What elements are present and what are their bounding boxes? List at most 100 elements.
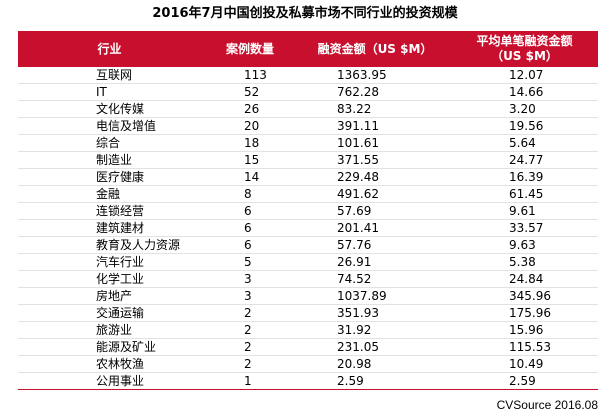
cell-amount: 57.76 — [299, 236, 451, 255]
table-row: 交通运输 2 351.93 175.96 — [18, 304, 598, 323]
cell-cases: 3 — [201, 270, 299, 289]
source-note: CVSource 2016.08 — [496, 398, 598, 412]
table-row: 能源及矿业 2 231.05 115.53 — [18, 338, 598, 357]
table-row: 电信及增值 20 391.11 19.56 — [18, 117, 598, 136]
cell-cases: 3 — [201, 287, 299, 306]
cell-cases: 2 — [201, 355, 299, 374]
cell-amount: 1037.89 — [299, 287, 451, 306]
cell-cases: 15 — [201, 151, 299, 170]
cell-cases: 6 — [201, 202, 299, 221]
cell-amount: 2.59 — [299, 372, 451, 391]
cell-industry: 房地产 — [18, 287, 201, 306]
cell-amount: 83.22 — [299, 100, 451, 119]
cell-amount: 762.28 — [299, 83, 451, 102]
cell-average: 19.56 — [451, 117, 598, 136]
table-row: IT 52 762.28 14.66 — [18, 83, 598, 102]
cell-cases: 6 — [201, 236, 299, 255]
cell-amount: 231.05 — [299, 338, 451, 357]
table-row: 化学工业 3 74.52 24.84 — [18, 270, 598, 289]
cell-average: 175.96 — [451, 304, 598, 323]
cell-cases: 8 — [201, 185, 299, 204]
cell-amount: 20.98 — [299, 355, 451, 374]
cell-amount: 74.52 — [299, 270, 451, 289]
cell-industry: 金融 — [18, 185, 201, 204]
table-row: 汽车行业 5 26.91 5.38 — [18, 253, 598, 272]
header-industry: 行业 — [97, 41, 122, 56]
cell-industry: 互联网 — [18, 67, 201, 85]
cell-cases: 6 — [201, 219, 299, 238]
cell-industry: 旅游业 — [18, 321, 201, 340]
cell-industry: 电信及增值 — [18, 117, 201, 136]
header-amount: 融资金额（US $M） — [317, 41, 433, 56]
cell-cases: 14 — [201, 168, 299, 187]
cell-amount: 371.55 — [299, 151, 451, 170]
cell-industry: 综合 — [18, 134, 201, 153]
cell-average: 115.53 — [451, 338, 598, 357]
cell-cases: 18 — [201, 134, 299, 153]
cell-average: 9.63 — [451, 236, 598, 255]
table-row: 连锁经营 6 57.69 9.61 — [18, 202, 598, 221]
cell-amount: 491.62 — [299, 185, 451, 204]
cell-average: 9.61 — [451, 202, 598, 221]
cell-amount: 1363.95 — [299, 67, 451, 85]
cell-amount: 391.11 — [299, 117, 451, 136]
table-row: 房地产 3 1037.89 345.96 — [18, 287, 598, 306]
cell-industry: 能源及矿业 — [18, 338, 201, 357]
cell-amount: 57.69 — [299, 202, 451, 221]
table-body: 互联网 113 1363.95 12.07 IT 52 762.28 14.66 文化传媒 26 8… — [18, 67, 598, 391]
table-row: 文化传媒 26 83.22 3.20 — [18, 100, 598, 119]
cell-cases: 5 — [201, 253, 299, 272]
cell-industry: 文化传媒 — [18, 100, 201, 119]
table-row: 建筑建材 6 201.41 33.57 — [18, 219, 598, 238]
cell-average: 14.66 — [451, 83, 598, 102]
table-row: 旅游业 2 31.92 15.96 — [18, 321, 598, 340]
cell-cases: 20 — [201, 117, 299, 136]
cell-average: 61.45 — [451, 185, 598, 204]
table-row: 教育及人力资源 6 57.76 9.63 — [18, 236, 598, 255]
cell-average: 345.96 — [451, 287, 598, 306]
cell-industry: 连锁经营 — [18, 202, 201, 221]
cell-average: 24.84 — [451, 270, 598, 289]
table-row: 综合 18 101.61 5.64 — [18, 134, 598, 153]
table-row: 农林牧渔 2 20.98 10.49 — [18, 355, 598, 374]
cell-cases: 2 — [201, 338, 299, 357]
cell-industry: 医疗健康 — [18, 168, 201, 187]
cell-average: 24.77 — [451, 151, 598, 170]
table-row: 金融 8 491.62 61.45 — [18, 185, 598, 204]
investment-table: 行业 案例数量 融资金额（US $M） 平均单笔融资金额（US $M） 互联网 1… — [18, 31, 598, 391]
cell-average: 16.39 — [451, 168, 598, 187]
cell-cases: 52 — [201, 83, 299, 102]
cell-industry: 交通运输 — [18, 304, 201, 323]
table-row: 医疗健康 14 229.48 16.39 — [18, 168, 598, 187]
table-row: 公用事业 1 2.59 2.59 — [18, 372, 598, 391]
cell-industry: 汽车行业 — [18, 253, 201, 272]
cell-average: 5.38 — [451, 253, 598, 272]
cell-cases: 2 — [201, 321, 299, 340]
table-title: 2016年7月中国创投及私募市场不同行业的投资规模 — [152, 6, 458, 21]
cell-amount: 31.92 — [299, 321, 451, 340]
table-row: 互联网 113 1363.95 12.07 — [18, 67, 598, 85]
cell-cases: 2 — [201, 304, 299, 323]
cell-average: 3.20 — [451, 100, 598, 119]
cell-industry: 化学工业 — [18, 270, 201, 289]
cell-amount: 351.93 — [299, 304, 451, 323]
cell-cases: 113 — [201, 67, 299, 85]
header-cases: 案例数量 — [225, 41, 274, 56]
cell-industry: 公用事业 — [18, 372, 201, 391]
cell-industry: 建筑建材 — [18, 219, 201, 238]
cell-cases: 1 — [201, 372, 299, 391]
header-average: 平均单笔融资金额（US $M） — [476, 34, 573, 63]
cell-average: 15.96 — [451, 321, 598, 340]
cell-cases: 26 — [201, 100, 299, 119]
cell-industry: 教育及人力资源 — [18, 236, 201, 255]
table-header: 行业 案例数量 融资金额（US $M） 平均单笔融资金额（US $M） — [18, 31, 598, 67]
cell-average: 33.57 — [451, 219, 598, 238]
header-row: 行业 案例数量 融资金额（US $M） 平均单笔融资金额（US $M） — [18, 31, 598, 67]
cell-industry: IT — [18, 83, 201, 102]
cell-industry: 制造业 — [18, 151, 201, 170]
cell-amount: 101.61 — [299, 134, 451, 153]
cell-amount: 201.41 — [299, 219, 451, 238]
cell-average: 2.59 — [451, 372, 598, 391]
cell-amount: 229.48 — [299, 168, 451, 187]
table-row: 制造业 15 371.55 24.77 — [18, 151, 598, 170]
